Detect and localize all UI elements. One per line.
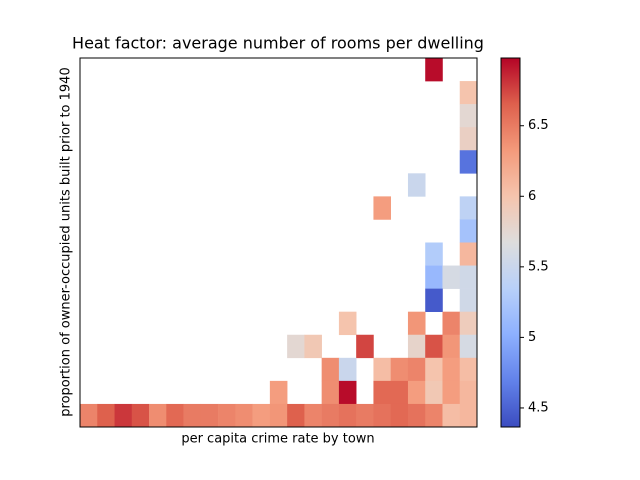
heatmap-cell xyxy=(459,219,478,243)
heatmap-cell xyxy=(287,334,305,359)
heatmap-cell xyxy=(459,81,478,105)
heatmap-cell xyxy=(407,173,426,197)
heatmap-cell xyxy=(200,403,219,428)
heatmap-cell xyxy=(442,403,461,428)
heatmap-cell xyxy=(425,403,443,428)
colorbar-tick-label: 5 xyxy=(528,330,536,345)
heatmap-cell xyxy=(373,403,391,428)
heatmap-cell xyxy=(459,196,478,220)
heatmap-cell xyxy=(183,403,202,428)
heatmap-cell xyxy=(338,380,357,405)
heatmap-cell xyxy=(338,357,357,382)
heatmap-cell xyxy=(459,104,478,128)
heatmap-cell xyxy=(407,403,426,428)
heatmap-cell xyxy=(304,403,322,428)
heatmap-cell xyxy=(459,265,478,289)
chart-title: Heat factor: average number of rooms per… xyxy=(72,34,484,53)
heatmap-cell xyxy=(252,403,271,428)
heatmap-cell xyxy=(166,403,184,428)
heatmap-cell xyxy=(407,380,426,405)
y-axis-label: proportion of owner-occupied units built… xyxy=(59,67,74,416)
heatmap-cell xyxy=(442,311,461,336)
heatmap-cell xyxy=(390,357,409,382)
heatmap-cell xyxy=(425,380,443,405)
heatmap-cell xyxy=(218,403,236,428)
heatmap-cell xyxy=(425,265,443,289)
heatmap-cell xyxy=(442,380,461,405)
colorbar-tick-label: 6.5 xyxy=(528,118,549,133)
heatmap-cell xyxy=(356,334,374,359)
heatmap-cell xyxy=(373,357,391,382)
heatmap-cell xyxy=(338,311,357,336)
heatmap-cell xyxy=(459,311,478,336)
heatmap-cell xyxy=(373,380,391,405)
heatmap-cell xyxy=(149,403,167,428)
heatmap-cell xyxy=(459,150,478,174)
heatmap-cell xyxy=(390,380,409,405)
heatmap-cell xyxy=(356,403,374,428)
heatmap-cell xyxy=(442,334,461,359)
heatmap-cell xyxy=(321,357,340,382)
heatmap-cell xyxy=(459,334,478,359)
heatmap-cell xyxy=(442,265,461,289)
colorbar-tick-label: 4.5 xyxy=(528,400,549,415)
heatmap-cell xyxy=(407,357,426,382)
heatmap-cell xyxy=(425,288,443,312)
heatmap-cell xyxy=(390,403,409,428)
heatmap-cell xyxy=(459,288,478,312)
heatmap-cell xyxy=(407,311,426,336)
heatmap-cell xyxy=(442,357,461,382)
heatmap-cell xyxy=(459,242,478,266)
heatmap-cell xyxy=(459,127,478,151)
heatmap-cell xyxy=(97,403,115,428)
colorbar-tick-label: 5.5 xyxy=(528,259,549,274)
colorbar-tick-label: 6 xyxy=(528,189,536,204)
heatmap-cell xyxy=(425,357,443,382)
heatmap-cell xyxy=(459,380,478,405)
heatmap-cells xyxy=(80,58,478,428)
heatmap-cell xyxy=(425,334,443,359)
heatmap-cell xyxy=(373,196,391,220)
plot-frame xyxy=(79,57,478,428)
heatmap-cell xyxy=(114,403,133,428)
heatmap-cell xyxy=(321,403,340,428)
heatmap-cell xyxy=(80,403,98,428)
heatmap-cell xyxy=(304,334,322,359)
heatmap-cell xyxy=(287,403,305,428)
heatmap-cell xyxy=(459,403,478,428)
heatmap-cell xyxy=(269,403,288,428)
heatmap-cell xyxy=(425,58,443,82)
heatmap-cell xyxy=(338,403,357,428)
heatmap-cell xyxy=(269,380,288,405)
heatmap-cell xyxy=(235,403,253,428)
heatmap-cell xyxy=(425,242,443,266)
heatmap-cell xyxy=(407,334,426,359)
heatmap-cell xyxy=(459,357,478,382)
x-axis-label: per capita crime rate by town xyxy=(181,432,374,447)
heatmap-cell xyxy=(321,380,340,405)
heatmap-cell xyxy=(131,403,150,428)
colorbar xyxy=(500,57,521,428)
